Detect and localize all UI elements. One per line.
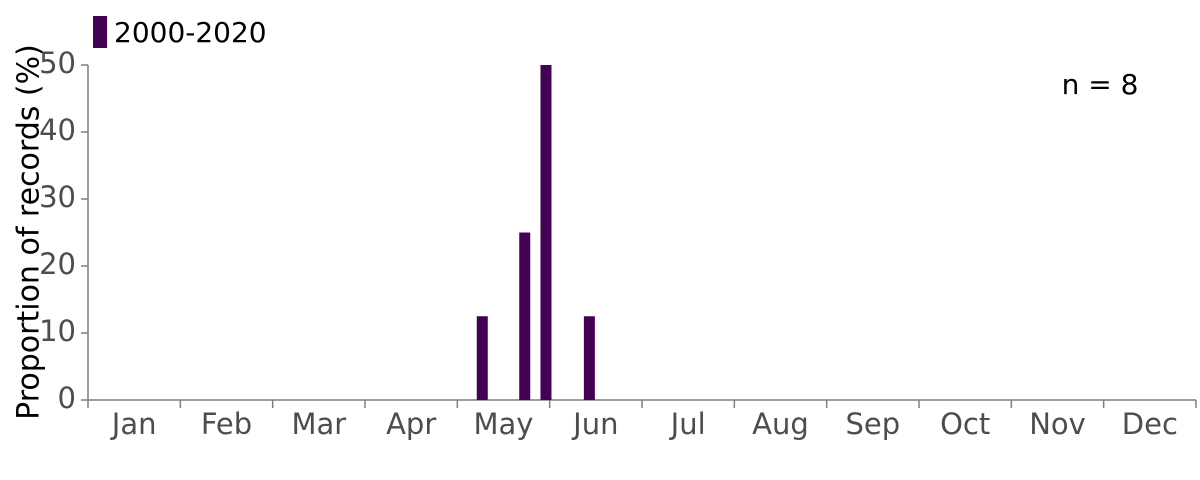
x-tick-label: Feb xyxy=(201,407,252,441)
bar xyxy=(540,65,552,400)
x-tick-label: Apr xyxy=(386,407,436,441)
y-tick-label: 30 xyxy=(39,180,76,214)
x-tick-label: Jan xyxy=(110,407,157,441)
x-tick-label: May xyxy=(474,407,534,441)
y-tick-label: 20 xyxy=(39,247,76,281)
x-tick-label: Aug xyxy=(752,407,809,441)
legend-label: 2000-2020 xyxy=(114,16,267,49)
x-tick-label: Jun xyxy=(571,407,618,441)
x-tick-label: Nov xyxy=(1029,407,1086,441)
bar xyxy=(583,316,595,400)
x-tick-label: Mar xyxy=(291,407,346,441)
y-tick-label: 50 xyxy=(39,46,76,80)
x-tick-label: Jul xyxy=(669,407,706,441)
y-tick-label: 40 xyxy=(39,113,76,147)
y-tick-label: 0 xyxy=(58,381,76,415)
x-tick-label: Sep xyxy=(845,407,900,441)
annotation: n = 8 xyxy=(1062,68,1139,101)
x-tick-label: Oct xyxy=(940,407,990,441)
x-tick-label: Dec xyxy=(1122,407,1178,441)
y-tick-label: 10 xyxy=(39,314,76,348)
bar xyxy=(476,316,488,400)
y-axis-label: Proportion of records (%) xyxy=(12,44,47,420)
legend-swatch xyxy=(93,16,107,48)
bar xyxy=(519,232,531,400)
